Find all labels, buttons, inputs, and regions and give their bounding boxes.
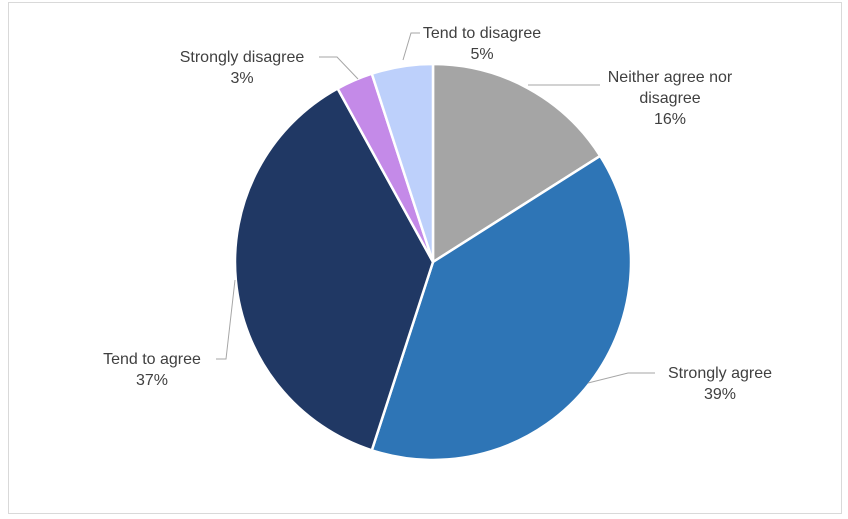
data-labels: Neither agree nor disagree 16% Strongly agr… xyxy=(103,25,772,403)
pie-slice-tend-to-agree xyxy=(233,87,435,452)
data-label-percent-strongly-disagree: 3% xyxy=(230,70,253,87)
pie-slices xyxy=(233,62,633,462)
data-label-percent-tend-to-agree: 37% xyxy=(136,372,168,389)
data-label-percent-strongly-agree: 39% xyxy=(704,386,736,403)
data-label-percent-neither-agree-nor-disagree: 16% xyxy=(654,111,686,128)
pie-slice-tend-to-disagree xyxy=(370,62,435,264)
leader-line-strongly-agree xyxy=(587,372,655,384)
leader-line-tend-to-disagree xyxy=(402,32,420,61)
data-label-category-strongly-agree: Strongly agree xyxy=(668,365,772,382)
data-label-category-tend-to-disagree: Tend to disagree xyxy=(423,25,541,42)
data-label-category-strongly-disagree: Strongly disagree xyxy=(180,49,305,66)
data-label-percent-tend-to-disagree: 5% xyxy=(470,46,493,63)
data-label-category-neither-agree-nor-disagree: disagree xyxy=(639,90,700,107)
leader-lines xyxy=(216,32,655,384)
data-label-category-neither-agree-nor-disagree: Neither agree nor xyxy=(608,69,733,86)
pie-slice-neither-agree-nor-disagree xyxy=(431,62,602,264)
pie-slice-strongly-agree xyxy=(370,154,633,462)
data-label-category-tend-to-agree: Tend to agree xyxy=(103,351,201,368)
leader-line-tend-to-agree xyxy=(216,279,236,360)
leader-line-strongly-disagree xyxy=(319,56,359,80)
